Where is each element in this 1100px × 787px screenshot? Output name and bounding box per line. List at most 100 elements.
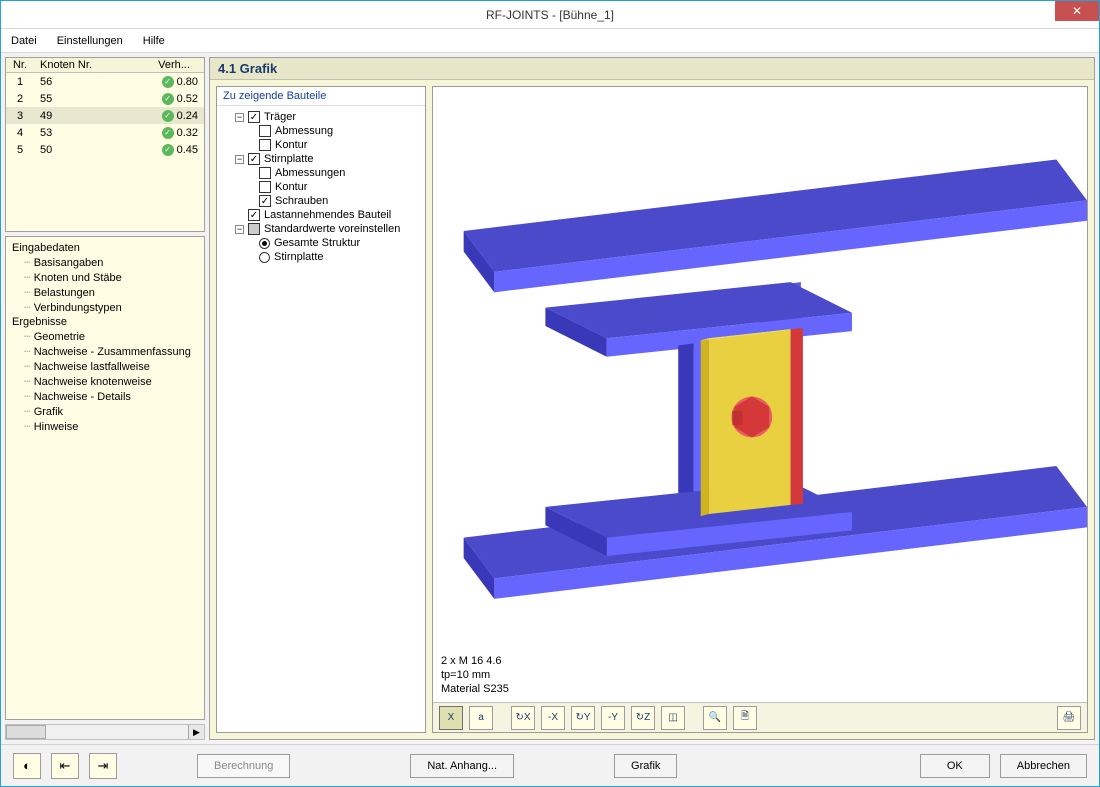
window-title: RF-JOINTS - [Bühne_1] [1,8,1099,22]
titlebar: RF-JOINTS - [Bühne_1] ✕ [1,1,1099,29]
viz-panel: 2 x M 16 4.6 tp=10 mm Material S235 X a … [432,86,1088,733]
collapse-icon[interactable]: − [235,113,244,122]
components-tree-panel: Zu zeigende Bauteile − ✓ Träger Abmessun… [216,86,426,733]
check-icon: ✓ [162,144,174,156]
checkbox-abmessung[interactable] [259,125,271,137]
menu-help[interactable]: Hilfe [139,33,169,49]
footer-bar: ◐ ⇤ ⇥ Berechnung Nat. Anhang... Grafik O… [1,744,1099,786]
th-nr[interactable]: Nr. [6,58,34,72]
tree-node-stirnplatte[interactable]: − ✓ Stirnplatte [221,152,421,166]
nav-item-nachweise-k[interactable]: Nachweise knotenweise [8,374,202,389]
scrollbar-thumb[interactable] [6,725,46,739]
calc-button[interactable]: Berechnung [197,754,290,778]
tree-node-lastannehmendes[interactable]: ✓ Lastannehmendes Bauteil [221,208,421,222]
tree-node-abmessungen[interactable]: Abmessungen [221,166,421,180]
check-icon: ✓ [162,93,174,105]
tb-neg-y[interactable]: -Y [601,706,625,730]
next-button[interactable]: ⇥ [89,753,117,779]
tree-body: − ✓ Träger Abmessung Kontur [217,106,425,732]
nav-item-geometrie[interactable]: Geometrie [8,329,202,344]
tree-node-stirn2[interactable]: Stirnplatte [221,250,421,264]
check-icon: ✓ [162,110,174,122]
nav-item-verbindungstypen[interactable]: Verbindungstypen [8,300,202,315]
tree-node-traeger[interactable]: − ✓ Träger [221,110,421,124]
checkbox-stirnplatte[interactable]: ✓ [248,153,260,165]
table-body: 1 56 ✓0.80 2 55 ✓0.52 3 49 ✓0.24 [6,73,204,158]
nav-item-basis[interactable]: Basisangaben [8,255,202,270]
viz-toolbar: X a ↻X -X ↻Y -Y ↻Z ◫ 🔍 🗎 🖨 [433,702,1087,732]
tree-node-gesamte[interactable]: Gesamte Struktur [221,236,421,250]
tb-label-a[interactable]: a [469,706,493,730]
nav-group-eingabe[interactable]: Eingabedaten [8,241,202,255]
anhang-button[interactable]: Nat. Anhang... [410,754,514,778]
collapse-icon[interactable]: − [235,225,244,234]
tb-neg-x[interactable]: -X [541,706,565,730]
table-row[interactable]: 3 49 ✓0.24 [6,107,204,124]
checkbox-abmessungen[interactable] [259,167,271,179]
help-button[interactable]: ◐ [13,753,41,779]
checkbox-kontur2[interactable] [259,181,271,193]
nav-item-nachweise-z[interactable]: Nachweise - Zusammenfassung [8,344,202,359]
viz-canvas[interactable]: 2 x M 16 4.6 tp=10 mm Material S235 [433,87,1087,702]
table-row[interactable]: 5 50 ✓0.45 [6,141,204,158]
tree-node-standardwerte[interactable]: − Standardwerte voreinstellen [221,222,421,236]
panel-body: Zu zeigende Bauteile − ✓ Träger Abmessun… [210,80,1094,739]
nav-item-grafik[interactable]: Grafik [8,404,202,419]
help-icon: ◐ [23,758,31,773]
tree-node-kontur[interactable]: Kontur [221,138,421,152]
tb-print[interactable]: 🖨 [1057,706,1081,730]
tb-axis-x[interactable]: X [439,706,463,730]
tree-node-abmessung[interactable]: Abmessung [221,124,421,138]
table-header: Nr. Knoten Nr. Verh... [6,58,204,73]
arrow-right-icon: ⇥ [98,758,109,774]
tb-zoom[interactable]: 🔍 [703,706,727,730]
left-column: Nr. Knoten Nr. Verh... 1 56 ✓0.80 2 55 ✓… [5,57,205,740]
prev-button[interactable]: ⇤ [51,753,79,779]
radio-stirnplatte[interactable] [259,252,270,263]
nav-item-nachweise-d[interactable]: Nachweise - Details [8,389,202,404]
table-row[interactable]: 2 55 ✓0.52 [6,90,204,107]
checkbox-lastann[interactable]: ✓ [248,209,260,221]
collapse-icon[interactable]: − [235,155,244,164]
tb-rot-x[interactable]: ↻X [511,706,535,730]
radio-gesamte[interactable] [259,238,270,249]
menubar: Datei Einstellungen Hilfe [1,29,1099,53]
menu-file[interactable]: Datei [7,33,41,49]
nav-item-hinweise[interactable]: Hinweise [8,419,202,434]
th-verh[interactable]: Verh... [144,58,204,72]
tree-title: Zu zeigende Bauteile [217,87,425,106]
table-row[interactable]: 1 56 ✓0.80 [6,73,204,90]
close-button[interactable]: ✕ [1055,1,1099,21]
checkbox-schrauben[interactable]: ✓ [259,195,271,207]
node-table: Nr. Knoten Nr. Verh... 1 56 ✓0.80 2 55 ✓… [5,57,205,232]
tree-node-schrauben[interactable]: ✓ Schrauben [221,194,421,208]
nav-item-nachweise-l[interactable]: Nachweise lastfallweise [8,359,202,374]
checkbox-standard[interactable] [248,223,260,235]
menu-settings[interactable]: Einstellungen [53,33,127,49]
panel-title: 4.1 Grafik [210,58,1094,80]
grafik-button[interactable]: Grafik [614,754,677,778]
tb-rot-z[interactable]: ↻Z [631,706,655,730]
checkbox-kontur[interactable] [259,139,271,151]
table-row[interactable]: 4 53 ✓0.32 [6,124,204,141]
navigator-tree: Eingabedaten Basisangaben Knoten und Stä… [5,236,205,720]
viz-caption: 2 x M 16 4.6 tp=10 mm Material S235 [441,654,509,696]
content-area: Nr. Knoten Nr. Verh... 1 56 ✓0.80 2 55 ✓… [1,53,1099,744]
nav-group-ergebnisse[interactable]: Ergebnisse [8,315,202,329]
h-scrollbar[interactable]: ▶ [5,724,205,740]
nav-item-belastungen[interactable]: Belastungen [8,285,202,300]
th-knoten[interactable]: Knoten Nr. [34,58,144,72]
arrow-left-icon: ⇤ [60,758,71,774]
checkbox-traeger[interactable]: ✓ [248,111,260,123]
beam-3d-render [433,87,1087,702]
tb-iso[interactable]: ◫ [661,706,685,730]
scrollbar-arrow-right[interactable]: ▶ [188,725,204,739]
app-window: RF-JOINTS - [Bühne_1] ✕ Datei Einstellun… [0,0,1100,787]
tb-copy[interactable]: 🗎 [733,706,757,730]
ok-button[interactable]: OK [920,754,990,778]
cancel-button[interactable]: Abbrechen [1000,754,1087,778]
tb-rot-y[interactable]: ↻Y [571,706,595,730]
tree-node-kontur2[interactable]: Kontur [221,180,421,194]
check-icon: ✓ [162,76,174,88]
nav-item-knoten[interactable]: Knoten und Stäbe [8,270,202,285]
